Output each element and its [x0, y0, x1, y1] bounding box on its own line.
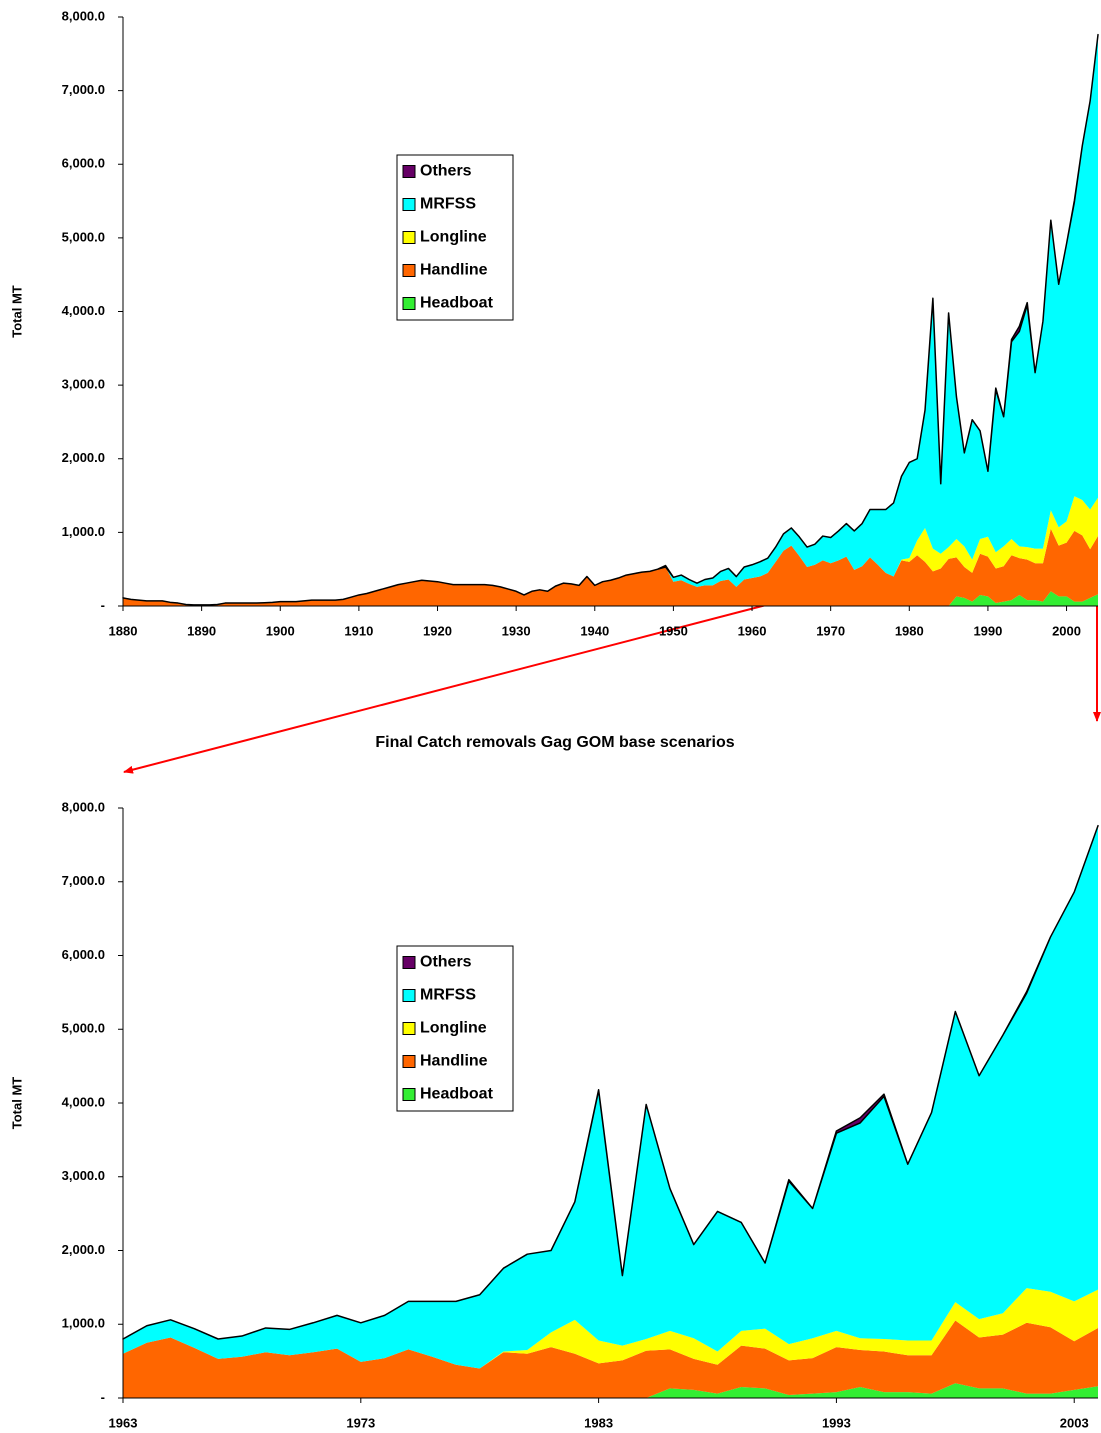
y-tick-label: 3,000.0	[62, 377, 105, 392]
legend-swatch	[402, 1022, 416, 1035]
area-handline	[123, 1320, 1098, 1398]
legend-swatch	[402, 956, 416, 969]
area-handline	[123, 528, 1098, 606]
legend-label: Handline	[420, 1053, 488, 1070]
x-tick-label: 1890	[187, 623, 216, 638]
x-tick-label: 1980	[895, 623, 924, 638]
plot-areas	[122, 824, 1099, 1398]
area-longline	[123, 1288, 1098, 1369]
legend-label: Others	[420, 163, 472, 180]
x-tick-label: 1993	[822, 1415, 851, 1430]
x-tick-label: 1880	[109, 623, 138, 638]
y-tick-label: 4,000.0	[62, 1094, 105, 1109]
y-tick-label: 2,000.0	[62, 1242, 105, 1257]
y-tick-label: 3,000.0	[62, 1168, 105, 1183]
y-axis-title: Total MT	[9, 285, 24, 338]
x-tick-label: 1973	[346, 1415, 375, 1430]
legend: Others MRFSS Longline Handline Headboat	[396, 945, 514, 1112]
legend-box	[396, 154, 514, 321]
x-tick-label: 1950	[659, 623, 688, 638]
area-headboat	[123, 1383, 1098, 1398]
y-tick-label: 6,000.0	[62, 156, 105, 171]
x-tick-label: 1930	[502, 623, 531, 638]
legend-swatch	[402, 1088, 416, 1101]
x-tick-label: 1970	[816, 623, 845, 638]
area-others	[122, 824, 1099, 1340]
y-tick-label: -	[101, 1389, 105, 1404]
legend-swatch	[402, 198, 416, 211]
y-tick-label: 5,000.0	[62, 1021, 105, 1036]
area-headboat	[123, 591, 1098, 606]
legend-swatch	[402, 165, 416, 178]
legend-label: MRFSS	[420, 196, 476, 213]
x-tick-label: 1990	[973, 623, 1002, 638]
legend-swatch	[402, 231, 416, 244]
legend-label: Headboat	[420, 1086, 494, 1103]
legend: Others MRFSS Longline Handline Headboat	[396, 154, 514, 321]
legend-box	[396, 945, 514, 1112]
y-tick-label: 6,000.0	[62, 947, 105, 962]
x-tick-label: 2000	[1052, 623, 1081, 638]
x-tick-label: 1960	[738, 623, 767, 638]
chart-title: Final Catch removals Gag GOM base scenar…	[375, 734, 734, 751]
x-tick-label: 1920	[423, 623, 452, 638]
y-tick-label: 7,000.0	[62, 82, 105, 97]
x-tick-label: 2003	[1060, 1415, 1089, 1430]
y-tick-label: 7,000.0	[62, 873, 105, 888]
y-axis-title: Total MT	[9, 1077, 24, 1130]
legend-label: MRFSS	[420, 987, 476, 1004]
y-tick-label: 5,000.0	[62, 229, 105, 244]
legend-label: Headboat	[420, 295, 494, 312]
y-tick-label: 4,000.0	[62, 303, 105, 318]
legend-swatch	[402, 1055, 416, 1068]
x-tick-label: 1983	[584, 1415, 613, 1430]
legend-label: Handline	[420, 262, 488, 279]
y-tick-label: 1,000.0	[62, 1316, 105, 1331]
area-others	[122, 33, 1099, 606]
y-tick-label: 8,000.0	[62, 8, 105, 23]
y-tick-label: 8,000.0	[62, 799, 105, 814]
plot-areas	[122, 33, 1099, 606]
x-tick-label: 1940	[580, 623, 609, 638]
legend-swatch	[402, 297, 416, 310]
legend-swatch	[402, 989, 416, 1002]
y-tick-label: 1,000.0	[62, 524, 105, 539]
x-tick-label: 1900	[266, 623, 295, 638]
y-tick-label: -	[101, 597, 105, 612]
area-mrfss	[123, 34, 1098, 605]
legend-label: Longline	[420, 229, 487, 246]
y-tick-label: 2,000.0	[62, 450, 105, 465]
zoom-arrow	[123, 603, 771, 774]
x-tick-label: 1963	[109, 1415, 138, 1430]
area-mrfss	[123, 825, 1098, 1369]
legend-label: Longline	[420, 1020, 487, 1037]
legend-swatch	[402, 264, 416, 277]
x-tick-label: 1910	[344, 623, 373, 638]
legend-label: Others	[420, 954, 472, 971]
